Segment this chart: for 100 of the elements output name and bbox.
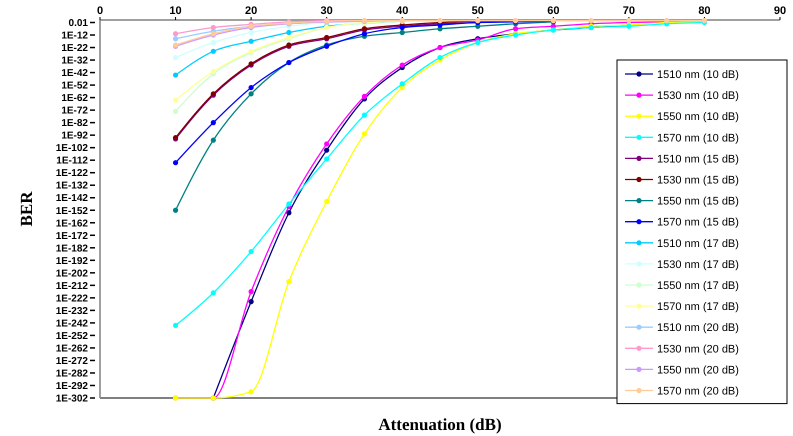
y-tick-label: 1E-152 [56,206,88,217]
point [286,201,292,207]
y-tick-label: 1E-72 [61,106,88,117]
y-tick-label: 1E-42 [61,68,88,80]
point [512,26,518,32]
point [248,30,254,36]
legend-label: 1570 nm (17 dB) [657,301,739,314]
point [248,248,254,254]
y-tick-label: 1E-102 [56,143,88,154]
y-tick-label: 1E-52 [61,80,88,92]
y-tick-label: 1E-222 [56,293,88,304]
legend-label: 1510 nm (10 dB) [657,69,739,81]
point [172,160,178,166]
legend-label: 1510 nm (20 dB) [657,322,739,334]
point [248,389,254,394]
x-tick-label: 70 [622,5,636,17]
point [362,31,368,36]
x-tick-label: 50 [472,5,484,17]
point [210,24,216,30]
x-tick-label: 40 [396,5,408,17]
point [286,30,292,36]
y-tick-label: 1E-132 [56,180,88,192]
point [324,148,330,153]
y-tick-label: 1E-172 [56,230,88,242]
point [210,40,216,46]
legend-label: 1510 nm (15 dB) [657,153,739,166]
y-tick-label: 1E-92 [61,130,88,142]
point [286,278,292,284]
point [400,81,405,86]
y-tick-label: 1E-262 [56,343,88,354]
legend-label: 1570 nm (20 dB) [657,386,739,398]
point [400,30,405,36]
y-axis-title: BER [17,190,36,226]
point [172,36,178,42]
y-tick-label: 1E-62 [61,93,88,104]
y-tick-label: 1E-192 [56,256,88,267]
point [172,98,178,103]
point [210,48,216,54]
y-tick-label: 1E-272 [56,356,88,367]
point [362,112,368,118]
legend-label: 1530 nm (15 dB) [657,174,739,186]
y-tick-label: 1E-32 [61,56,88,67]
y-tick-label: 1E-12 [61,30,88,42]
y-tick-label: 1E-82 [61,118,88,130]
point [437,54,443,60]
y-tick-label: 1E-292 [56,380,88,392]
y-tick-label: 1E-242 [56,318,88,330]
y-tick-label: 1E-162 [56,218,88,230]
y-tick-label: 1E-282 [56,368,88,380]
x-tick-label: 90 [774,5,786,17]
point [210,290,216,296]
y-tick-label: 1E-252 [56,330,88,342]
y-tick-label: 1E-202 [56,268,88,280]
point [210,138,216,143]
point [210,68,216,74]
x-tick-label: 10 [169,5,182,17]
point [172,72,178,78]
point [400,62,405,68]
x-tick-label: 80 [698,5,711,17]
point [172,208,178,213]
point [172,108,178,114]
legend-label: 1570 nm (10 dB) [657,132,739,144]
x-tick-label: 60 [547,5,560,17]
point [324,198,330,204]
point [248,91,254,96]
y-tick-label: 1E-232 [56,306,88,317]
x-tick-label: 20 [244,5,258,17]
legend-label: 1550 nm (15 dB) [657,196,739,208]
y-tick-label: 1E-182 [56,243,88,254]
x-axis-title: Attenuation (dB) [378,415,502,434]
point [248,38,254,44]
point [172,322,178,328]
point [172,31,178,36]
y-tick-label: 0.01 [68,18,88,30]
x-tick-label: 0 [96,5,104,17]
legend-label: 1550 nm (10 dB) [657,111,739,124]
point [210,120,216,126]
legend-label: 1530 nm (10 dB) [657,90,739,102]
legend-label: 1570 nm (15 dB) [657,216,739,229]
point [362,131,368,136]
y-tick-label: 1E-122 [56,168,88,180]
legend-label: 1550 nm (17 dB) [657,280,739,292]
y-tick-label: 1E-142 [56,193,88,204]
legend-label: 1510 nm (17 dB) [657,238,739,250]
x-tick-label: 30 [320,5,333,17]
y-tick-label: 1E-22 [61,43,88,54]
point [324,156,330,162]
point [248,84,254,90]
y-tick-label: 1E-302 [56,394,88,404]
point [324,141,330,147]
point [286,210,292,216]
point [362,94,368,99]
point [248,289,254,294]
legend-label: 1530 nm (17 dB) [657,258,739,271]
legend-label: 1550 nm (20 dB) [657,364,739,376]
point [248,299,254,304]
y-tick-label: 1E-212 [56,280,88,292]
legend-label: 1530 nm (20 dB) [657,343,739,356]
y-tick-label: 1E-112 [56,156,88,167]
point [172,54,178,60]
